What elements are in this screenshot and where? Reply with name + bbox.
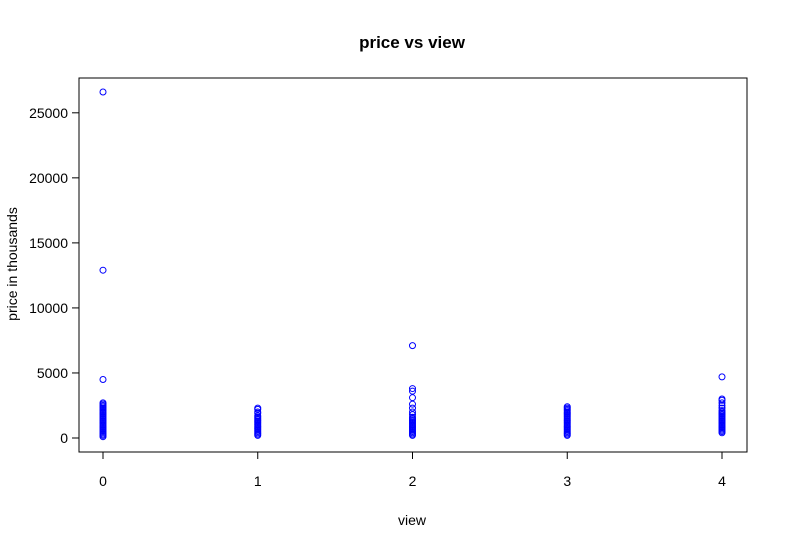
data-point [99,88,107,96]
data-point [409,387,416,395]
x-tick-label: 0 [99,473,107,489]
data-point [99,266,107,274]
data-point [99,375,107,383]
y-tick-label: 0 [60,430,68,446]
x-tick-label: 4 [718,473,726,489]
data-point [409,408,416,416]
data-point [409,394,416,402]
data-point [99,433,107,441]
data-point [718,373,726,381]
data-point [718,429,726,437]
data-point [409,400,416,408]
y-tick-label: 15000 [29,235,68,251]
x-tick-label: 1 [254,473,262,489]
y-tick-label: 20000 [29,170,68,186]
data-points [99,88,726,441]
data-point [409,411,416,419]
x-axis-label: view [398,512,427,528]
data-point [254,409,262,417]
x-tick-label: 3 [563,473,571,489]
data-point [718,404,726,412]
data-point [718,401,726,409]
y-axis-label: price in thousands [4,207,20,321]
x-axis: 0 1 2 3 4 [99,451,726,489]
data-point [563,431,571,439]
data-point [718,396,726,404]
y-tick-label: 10000 [29,300,68,316]
data-point [409,385,416,393]
data-point [409,342,416,350]
data-point [718,399,726,407]
y-axis: 0 5000 10000 15000 20000 25000 [29,105,80,446]
plot-frame [78,77,748,453]
data-point [409,431,416,439]
data-point [254,431,262,439]
data-point [409,404,416,412]
chart-title: price vs view [359,33,466,52]
y-tick-label: 5000 [37,365,68,381]
y-tick-label: 25000 [29,105,68,121]
x-tick-label: 2 [409,473,417,489]
data-point [254,405,262,413]
